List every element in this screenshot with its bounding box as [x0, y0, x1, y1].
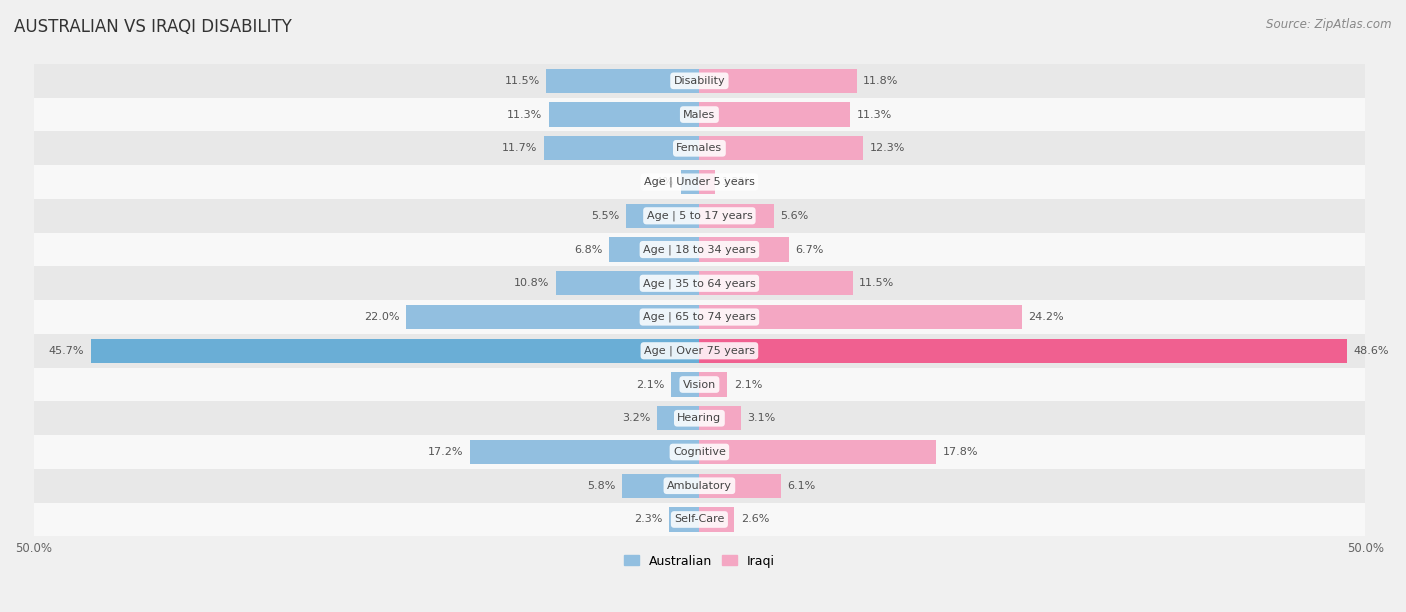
Text: 5.6%: 5.6% [780, 211, 808, 221]
Text: Males: Males [683, 110, 716, 119]
Bar [34, 401, 1365, 435]
Text: Age | 5 to 17 years: Age | 5 to 17 years [647, 211, 752, 221]
Text: Vision: Vision [683, 379, 716, 389]
Text: 10.8%: 10.8% [513, 278, 548, 288]
Bar [34, 233, 1365, 266]
Text: Ambulatory: Ambulatory [666, 481, 733, 491]
Bar [681, 170, 699, 194]
Bar [626, 204, 699, 228]
Text: 11.5%: 11.5% [859, 278, 894, 288]
Bar [34, 165, 1365, 199]
Bar [699, 136, 863, 160]
Bar [672, 372, 699, 397]
Text: 11.5%: 11.5% [505, 76, 540, 86]
Bar [34, 334, 1365, 368]
Bar [555, 271, 699, 296]
Text: Source: ZipAtlas.com: Source: ZipAtlas.com [1267, 18, 1392, 31]
Bar [547, 69, 699, 93]
Bar [669, 507, 699, 532]
Text: 3.1%: 3.1% [748, 413, 776, 424]
Bar [548, 102, 699, 127]
Bar [34, 64, 1365, 98]
Text: 12.3%: 12.3% [870, 143, 905, 154]
Text: 3.2%: 3.2% [621, 413, 650, 424]
Bar [34, 435, 1365, 469]
Text: Self-Care: Self-Care [675, 515, 724, 524]
Text: 11.3%: 11.3% [856, 110, 891, 119]
Bar [34, 266, 1365, 300]
Bar [699, 474, 780, 498]
Bar [657, 406, 699, 430]
Bar [699, 305, 1022, 329]
Bar [609, 237, 699, 262]
Text: AUSTRALIAN VS IRAQI DISABILITY: AUSTRALIAN VS IRAQI DISABILITY [14, 18, 292, 36]
Bar [623, 474, 699, 498]
Text: 1.4%: 1.4% [645, 177, 673, 187]
Text: Age | 35 to 64 years: Age | 35 to 64 years [643, 278, 756, 288]
Text: 2.1%: 2.1% [637, 379, 665, 389]
Bar [699, 170, 716, 194]
Bar [699, 338, 1347, 363]
Text: 22.0%: 22.0% [364, 312, 399, 322]
Text: 11.3%: 11.3% [508, 110, 543, 119]
Bar [699, 271, 852, 296]
Text: Age | Under 5 years: Age | Under 5 years [644, 177, 755, 187]
Text: 11.7%: 11.7% [502, 143, 537, 154]
Text: 45.7%: 45.7% [49, 346, 84, 356]
Text: 6.7%: 6.7% [796, 245, 824, 255]
Bar [34, 199, 1365, 233]
Bar [406, 305, 699, 329]
Bar [699, 372, 727, 397]
Text: Age | 18 to 34 years: Age | 18 to 34 years [643, 244, 756, 255]
Bar [34, 502, 1365, 536]
Text: 6.8%: 6.8% [574, 245, 602, 255]
Text: 24.2%: 24.2% [1028, 312, 1064, 322]
Bar [544, 136, 699, 160]
Bar [699, 204, 773, 228]
Bar [34, 300, 1365, 334]
Text: 2.6%: 2.6% [741, 515, 769, 524]
Text: Age | 65 to 74 years: Age | 65 to 74 years [643, 312, 756, 323]
Bar [699, 69, 856, 93]
Bar [699, 507, 734, 532]
Text: 6.1%: 6.1% [787, 481, 815, 491]
Text: Disability: Disability [673, 76, 725, 86]
Text: 11.8%: 11.8% [863, 76, 898, 86]
Text: 5.5%: 5.5% [592, 211, 620, 221]
Text: Age | Over 75 years: Age | Over 75 years [644, 346, 755, 356]
Text: 48.6%: 48.6% [1354, 346, 1389, 356]
Text: 17.8%: 17.8% [943, 447, 979, 457]
Bar [34, 98, 1365, 132]
Text: 1.2%: 1.2% [723, 177, 751, 187]
Bar [699, 440, 936, 464]
Bar [471, 440, 699, 464]
Text: Females: Females [676, 143, 723, 154]
Text: 2.3%: 2.3% [634, 515, 662, 524]
Text: 2.1%: 2.1% [734, 379, 762, 389]
Text: Hearing: Hearing [678, 413, 721, 424]
Bar [34, 368, 1365, 401]
Bar [699, 406, 741, 430]
Text: Cognitive: Cognitive [673, 447, 725, 457]
Text: 17.2%: 17.2% [429, 447, 464, 457]
Bar [34, 469, 1365, 502]
Bar [34, 132, 1365, 165]
Bar [699, 102, 849, 127]
Bar [699, 237, 789, 262]
Legend: Australian, Iraqi: Australian, Iraqi [619, 550, 780, 573]
Text: 5.8%: 5.8% [588, 481, 616, 491]
Bar [91, 338, 699, 363]
